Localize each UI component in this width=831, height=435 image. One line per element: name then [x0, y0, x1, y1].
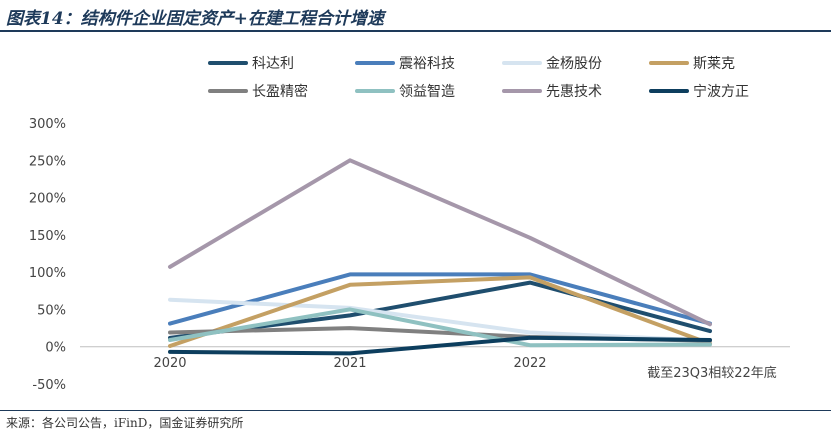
y-tick-label: 0%: [45, 341, 66, 356]
source-note: 来源：各公司公告，iFinD，国金证券研究所: [6, 416, 244, 430]
legend-label: 领益智造: [399, 84, 455, 100]
series-line: [168, 158, 712, 327]
y-tick-label: 300%: [29, 117, 66, 132]
legend-label: 震裕科技: [399, 56, 455, 72]
series-line: [168, 275, 712, 348]
x-tick-label: 截至23Q3相较22年底: [647, 365, 777, 381]
y-axis: 300% 250% 200% 150% 100% 50% 0% -50%: [29, 117, 66, 393]
source-divider: [0, 410, 831, 411]
title-divider: [0, 30, 831, 32]
legend-label: 科达利: [252, 56, 294, 72]
legend-label: 金杨股份: [546, 56, 602, 72]
y-tick-label: -50%: [32, 378, 66, 393]
y-tick-label: 250%: [29, 154, 66, 169]
legend-label: 宁波方正: [693, 83, 749, 100]
series-lines: [168, 158, 712, 356]
series-line: [168, 272, 712, 326]
legend-label: 斯莱克: [693, 56, 735, 72]
y-tick-label: 100%: [29, 266, 66, 281]
x-tick-label: 2021: [333, 356, 366, 371]
chart-title: 图表14：结构件企业固定资产+在建工程合计增速: [6, 9, 384, 29]
legend-label: 长盈精密: [252, 83, 308, 100]
legend-label: 先惠技术: [546, 84, 602, 100]
y-tick-label: 50%: [37, 303, 66, 318]
series-line: [168, 307, 712, 348]
y-tick-label: 200%: [29, 192, 66, 207]
series-line: [168, 297, 712, 343]
x-tick-label: 2022: [513, 356, 546, 371]
series-line: [168, 335, 712, 356]
y-tick-label: 150%: [29, 229, 66, 244]
x-tick-label: 2020: [153, 356, 186, 371]
